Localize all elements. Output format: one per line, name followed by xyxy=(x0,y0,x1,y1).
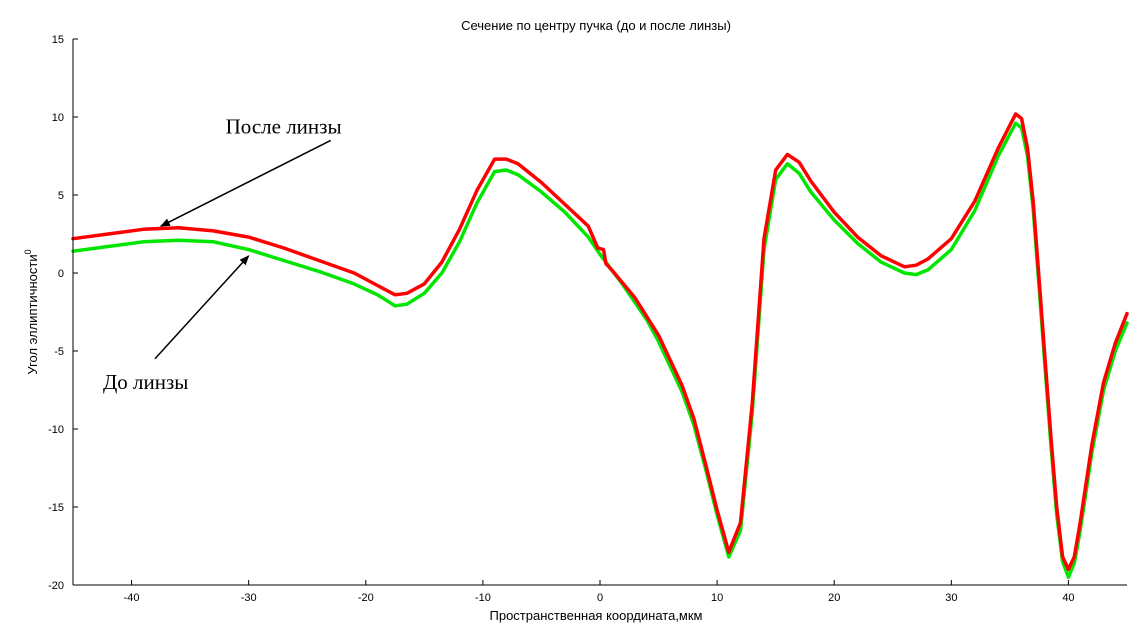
annotation-label: До линзы xyxy=(103,370,188,394)
y-tick-label: -5 xyxy=(54,346,64,358)
y-tick-label: 10 xyxy=(52,112,64,124)
annotation-label: После линзы xyxy=(226,114,342,138)
y-tick-label: 5 xyxy=(58,190,64,202)
x-tick-label: -40 xyxy=(124,592,140,604)
annotation-arrow xyxy=(159,139,331,227)
axis-layer: -40 -30 -20 -10 0 10 20 30 40 15 10 5 0 -5 -10 -15 -20 xyxy=(48,34,1127,604)
x-tick-label: 10 xyxy=(711,592,723,604)
chart-title: Сечение по центру пучка (до и после линз… xyxy=(461,18,731,33)
y-axis-title-superscript: 0 xyxy=(23,249,33,254)
y-tick-label: 0 xyxy=(58,268,64,280)
y-tick-label: 15 xyxy=(52,34,64,46)
x-tick-label: 40 xyxy=(1062,592,1074,604)
y-axis-title-text: Угол эллиптичности xyxy=(25,254,40,374)
series-line-after-lens xyxy=(71,112,1129,572)
x-tick-label: 0 xyxy=(597,592,603,604)
annotation-layer: После линзы До линзы xyxy=(103,114,342,393)
y-tick-label: -20 xyxy=(48,580,64,592)
y-axis-title: Угол эллиптичности0 xyxy=(23,249,40,374)
x-tick-label: 30 xyxy=(945,592,957,604)
x-tick-label: 20 xyxy=(828,592,840,604)
y-tick-label: -15 xyxy=(48,502,64,514)
series-layer xyxy=(71,112,1129,579)
annotation-arrow xyxy=(154,255,250,360)
y-tick-label: -10 xyxy=(48,424,64,436)
x-axis-title: Пространственная координата,мкм xyxy=(490,608,703,623)
x-tick-label: -10 xyxy=(475,592,491,604)
x-tick-label: -20 xyxy=(358,592,374,604)
x-tick-label: -30 xyxy=(241,592,257,604)
